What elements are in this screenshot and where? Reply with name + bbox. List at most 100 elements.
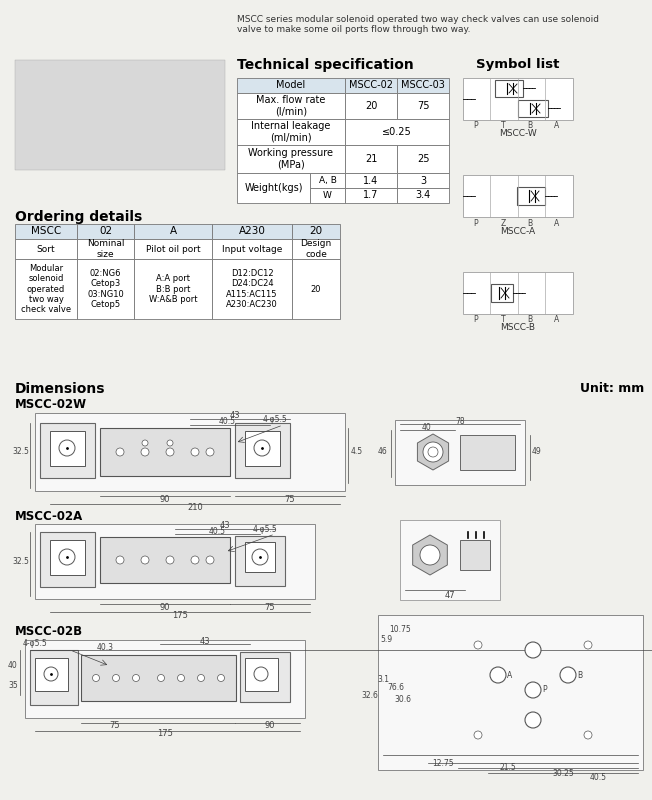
Text: 75: 75	[285, 494, 295, 503]
Circle shape	[167, 440, 173, 446]
Bar	[77, 239, 134, 259]
Bar	[25, 640, 305, 718]
Bar	[345, 173, 397, 188]
Text: 32.5: 32.5	[12, 557, 29, 566]
Bar	[77, 259, 134, 319]
Bar	[237, 173, 310, 203]
Bar	[81, 655, 236, 701]
Text: A, B: A, B	[319, 176, 336, 185]
Text: P: P	[474, 218, 479, 227]
Text: 32.6: 32.6	[362, 690, 378, 699]
Circle shape	[158, 674, 164, 682]
Circle shape	[116, 448, 124, 456]
Circle shape	[474, 731, 482, 739]
Circle shape	[166, 448, 174, 456]
Bar	[235, 423, 290, 478]
Text: MSCC-02B: MSCC-02B	[15, 625, 83, 638]
Text: Model: Model	[276, 81, 306, 90]
Bar	[345, 93, 397, 119]
Bar	[40, 423, 95, 478]
Bar	[134, 259, 212, 319]
Circle shape	[191, 448, 199, 456]
Bar	[15, 224, 77, 239]
Bar	[397, 93, 449, 119]
Text: 30.25: 30.25	[552, 769, 574, 778]
Bar	[397, 78, 449, 93]
Text: 43: 43	[200, 637, 211, 646]
Text: P: P	[542, 686, 547, 694]
Bar	[15, 239, 77, 259]
Circle shape	[423, 442, 443, 462]
Text: 210: 210	[187, 502, 203, 511]
Text: 40.3: 40.3	[96, 642, 113, 651]
Text: 75: 75	[265, 602, 275, 611]
Text: A: A	[554, 122, 559, 130]
Circle shape	[206, 448, 214, 456]
Bar	[212, 259, 292, 319]
Text: A: A	[554, 218, 559, 227]
Text: 21: 21	[365, 154, 378, 164]
Circle shape	[584, 731, 592, 739]
Text: 40: 40	[422, 422, 432, 431]
Circle shape	[116, 556, 124, 564]
Bar	[240, 652, 290, 702]
Text: A: A	[170, 226, 177, 237]
Bar	[35, 658, 68, 691]
Circle shape	[142, 440, 148, 446]
Bar	[463, 78, 573, 120]
Text: Unit: mm: Unit: mm	[580, 382, 644, 395]
Text: Symbol list: Symbol list	[477, 58, 559, 71]
Text: 20: 20	[310, 226, 323, 237]
Text: 40.5: 40.5	[589, 774, 606, 782]
Text: B: B	[578, 670, 583, 679]
Text: P: P	[474, 122, 479, 130]
Circle shape	[206, 556, 214, 564]
Text: ≤0.25: ≤0.25	[382, 127, 412, 137]
Text: 25: 25	[417, 154, 429, 164]
Bar	[100, 428, 230, 476]
Circle shape	[428, 447, 438, 457]
Text: Internal leakage
(ml/min): Internal leakage (ml/min)	[251, 122, 331, 142]
Circle shape	[525, 642, 541, 658]
Text: 90: 90	[160, 602, 170, 611]
Text: 90: 90	[160, 494, 170, 503]
Text: A230: A230	[239, 226, 265, 237]
Text: 1.7: 1.7	[363, 190, 379, 201]
Circle shape	[584, 641, 592, 649]
Circle shape	[113, 674, 119, 682]
Circle shape	[141, 448, 149, 456]
Text: MSCC series modular solenoid operated two way check valves can use solenoid
valv: MSCC series modular solenoid operated tw…	[237, 15, 599, 34]
Bar	[397, 145, 449, 173]
Text: A: A	[554, 315, 559, 325]
Circle shape	[132, 674, 140, 682]
Bar	[50, 431, 85, 466]
Circle shape	[166, 556, 174, 564]
Text: Weight(kgs): Weight(kgs)	[244, 183, 303, 193]
Text: Z: Z	[500, 218, 505, 227]
Text: MSCC-02: MSCC-02	[349, 81, 393, 90]
Bar	[517, 187, 545, 205]
Text: 43: 43	[220, 522, 230, 530]
Text: D12:DC12
D24:DC24
A115:AC115
A230:AC230: D12:DC12 D24:DC24 A115:AC115 A230:AC230	[226, 269, 278, 309]
Text: 40: 40	[8, 661, 18, 670]
Text: Modular
solenoid
operated
two way
check valve: Modular solenoid operated two way check …	[21, 264, 71, 314]
Bar	[460, 540, 490, 570]
Bar	[237, 78, 345, 93]
Bar	[212, 224, 292, 239]
Bar	[463, 175, 573, 217]
Text: 4-φ5.5: 4-φ5.5	[23, 639, 48, 649]
Bar	[460, 435, 515, 470]
Bar	[491, 284, 513, 302]
Bar	[245, 542, 275, 572]
Bar	[15, 60, 225, 170]
Text: 43: 43	[230, 411, 241, 421]
Bar	[400, 520, 500, 600]
Text: 1.4: 1.4	[363, 175, 379, 186]
Text: 3.1: 3.1	[377, 675, 389, 685]
Text: 21.5: 21.5	[499, 763, 516, 773]
Bar	[35, 524, 315, 599]
Text: 10.75: 10.75	[389, 626, 411, 634]
Bar	[345, 119, 449, 145]
Circle shape	[177, 674, 185, 682]
Bar	[134, 239, 212, 259]
